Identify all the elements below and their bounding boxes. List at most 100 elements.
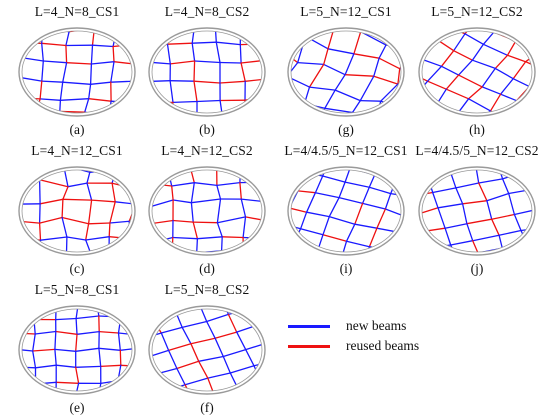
new-beam — [196, 238, 199, 252]
new-beam — [498, 234, 503, 249]
new-beam — [32, 383, 37, 391]
reused-beam — [55, 381, 80, 384]
reused-beam — [112, 45, 115, 63]
new-beam — [207, 372, 231, 379]
reused-beam — [24, 167, 42, 169]
panel-caption: (b) — [199, 122, 215, 137]
new-beam — [191, 31, 195, 44]
new-beam — [401, 167, 403, 169]
new-beam — [38, 179, 41, 205]
new-beam — [384, 192, 392, 210]
reused-beam — [291, 251, 314, 252]
new-beam — [62, 81, 92, 85]
reused-beam — [14, 25, 24, 27]
new-beam — [24, 163, 25, 169]
reused-beam — [414, 33, 420, 51]
new-beam — [472, 234, 500, 242]
reused-beam — [259, 180, 262, 183]
reused-beam — [144, 164, 147, 165]
new-beam — [427, 111, 434, 113]
reused-beam — [466, 218, 493, 225]
new-beam — [14, 332, 17, 333]
reused-beam — [526, 240, 532, 245]
reused-beam — [308, 63, 325, 88]
new-beam — [32, 333, 36, 352]
new-beam — [414, 86, 418, 93]
new-beam — [286, 33, 289, 54]
reused-beam — [88, 98, 112, 102]
new-beam — [506, 258, 507, 259]
new-beam — [129, 237, 132, 243]
reused-beam — [373, 75, 399, 85]
reused-beam — [535, 171, 540, 190]
reused-beam — [491, 218, 500, 236]
new-beam — [144, 310, 150, 315]
new-beam — [134, 366, 135, 381]
panel-c: L=4_N=12_CS1 (c) — [12, 143, 142, 278]
new-beam — [494, 67, 514, 80]
new-beam — [259, 31, 262, 45]
new-beam — [144, 308, 147, 313]
new-beam — [291, 251, 292, 252]
new-beam — [59, 98, 90, 101]
new-beam — [400, 106, 401, 111]
new-beam — [377, 165, 401, 169]
new-beam — [134, 169, 140, 170]
reused-beam — [39, 198, 64, 205]
new-beam — [22, 170, 25, 187]
new-beam — [338, 196, 364, 205]
new-beam — [354, 223, 378, 229]
new-beam — [471, 59, 496, 70]
new-beam — [144, 255, 145, 260]
new-beam — [291, 237, 295, 243]
new-beam — [422, 170, 425, 174]
new-beam — [17, 317, 18, 333]
panel-caption: (i) — [339, 261, 353, 276]
new-beam — [423, 163, 447, 165]
new-beam — [422, 58, 443, 67]
new-beam — [394, 31, 401, 35]
panel-e: L=5_N=8_CS1 (e) — [12, 282, 142, 417]
new-beam — [75, 315, 100, 320]
legend-swatch-reused — [288, 345, 330, 348]
new-beam — [144, 378, 150, 395]
reused-beam — [135, 30, 140, 32]
new-beam — [422, 250, 427, 252]
reused-beam — [169, 60, 196, 65]
new-beam — [190, 198, 222, 204]
new-beam — [152, 172, 154, 185]
new-beam — [119, 309, 122, 318]
new-beam — [171, 302, 195, 304]
reused-beam — [523, 34, 532, 42]
reused-beam — [505, 24, 527, 29]
new-beam — [526, 31, 532, 39]
reused-beam — [65, 62, 93, 65]
new-beam — [260, 375, 262, 382]
reused-beam — [108, 222, 111, 238]
new-beam — [14, 238, 20, 239]
new-beam — [380, 163, 402, 167]
new-beam — [86, 182, 93, 201]
reused-beam — [423, 170, 429, 178]
new-beam — [75, 382, 80, 391]
reused-beam — [14, 382, 18, 383]
new-beam — [376, 227, 397, 233]
dome-boundary — [148, 305, 266, 395]
new-beam — [55, 317, 77, 321]
reused-beam — [152, 241, 157, 252]
reused-beam — [152, 183, 173, 187]
new-beam — [245, 343, 262, 351]
dome-boundary — [148, 27, 266, 117]
dome-boundary — [151, 30, 263, 114]
new-beam — [131, 43, 132, 47]
new-beam — [322, 175, 346, 183]
reused-beam — [22, 316, 35, 321]
new-beam — [75, 317, 78, 335]
dome-boundary — [290, 169, 402, 253]
new-beam — [240, 198, 247, 218]
reused-beam — [119, 349, 122, 366]
new-beam — [322, 215, 330, 236]
panel-title: L=5_N=12_CS1 — [300, 4, 392, 19]
reused-beam — [128, 118, 129, 120]
